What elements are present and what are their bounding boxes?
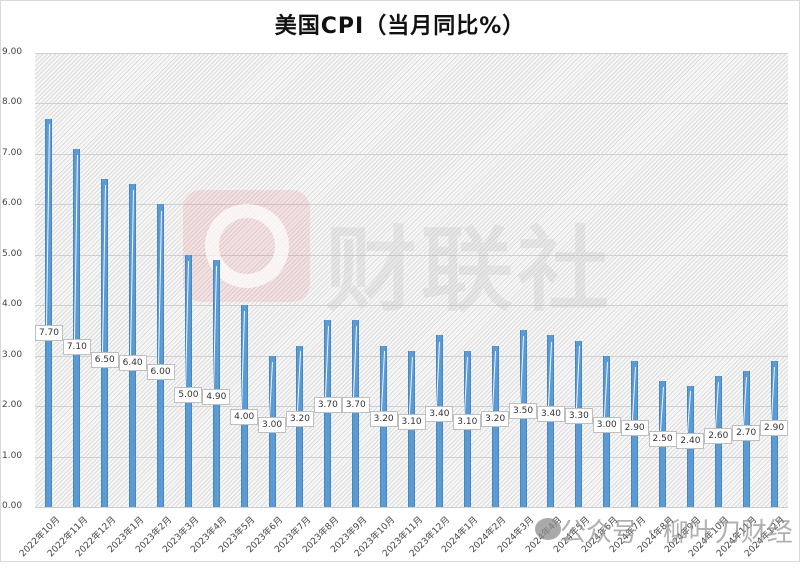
gridline (35, 53, 788, 54)
gridline (35, 305, 788, 307)
data-label: 5.00 (174, 386, 203, 403)
y-tick-label: 3.00 (2, 349, 23, 360)
y-tick-label: 1.00 (2, 450, 23, 461)
data-label: 3.50 (509, 402, 538, 419)
watermark-logo-icon (183, 190, 310, 302)
data-label: 6.50 (90, 352, 119, 369)
data-label: 4.00 (230, 409, 259, 426)
data-label: 3.00 (258, 416, 287, 433)
data-label: 7.10 (62, 338, 91, 355)
data-label: 6.00 (146, 363, 175, 380)
chart-title: 美国CPI（当月同比%） (274, 14, 526, 39)
y-tick-label: 9.00 (2, 47, 23, 57)
data-label: 3.10 (397, 413, 426, 430)
bar (212, 259, 220, 507)
bar (101, 179, 109, 507)
y-tick-label: 0.00 (2, 501, 23, 511)
data-label: 2.60 (704, 427, 733, 444)
data-label: 3.20 (481, 411, 510, 428)
data-label: 2.90 (620, 419, 649, 436)
data-label: 7.70 (34, 325, 63, 342)
bar (45, 118, 53, 507)
data-label: 2.40 (676, 433, 705, 450)
data-label: 3.00 (592, 416, 621, 433)
bar (324, 320, 332, 507)
data-label: 3.40 (425, 405, 454, 422)
gridline (35, 254, 788, 256)
bar (129, 184, 137, 507)
data-label: 3.10 (453, 413, 482, 430)
gridline (35, 507, 788, 508)
data-label: 2.70 (732, 425, 761, 442)
y-tick-label: 4.00 (2, 299, 23, 310)
bar (73, 148, 81, 507)
bar (352, 320, 360, 507)
data-label: 3.70 (341, 397, 370, 414)
bar (184, 254, 192, 507)
data-label: 3.20 (285, 411, 314, 428)
y-tick-label: 2.00 (2, 400, 23, 411)
gridline (35, 103, 788, 105)
watermark-footer: 公众号 · 柳叶刀财经 (560, 518, 793, 548)
y-tick-label: 8.00 (2, 97, 23, 108)
y-tick-label: 7.00 (2, 147, 23, 158)
data-label: 3.40 (536, 405, 565, 422)
data-label: 4.90 (202, 388, 231, 405)
bar (157, 204, 164, 507)
wechat-icon (535, 518, 561, 540)
data-label: 2.50 (648, 430, 677, 447)
gridline (35, 153, 788, 155)
data-label: 3.20 (369, 411, 398, 428)
data-label: 3.70 (313, 397, 342, 414)
y-tick-label: 5.00 (2, 248, 23, 259)
y-tick-label: 6.00 (2, 198, 23, 209)
watermark-brand: 财联社 (325, 217, 614, 324)
bar (240, 305, 248, 507)
data-label: 3.30 (564, 408, 593, 425)
data-label: 6.40 (118, 354, 147, 371)
gridline (35, 204, 788, 206)
data-label: 2.90 (760, 419, 789, 436)
